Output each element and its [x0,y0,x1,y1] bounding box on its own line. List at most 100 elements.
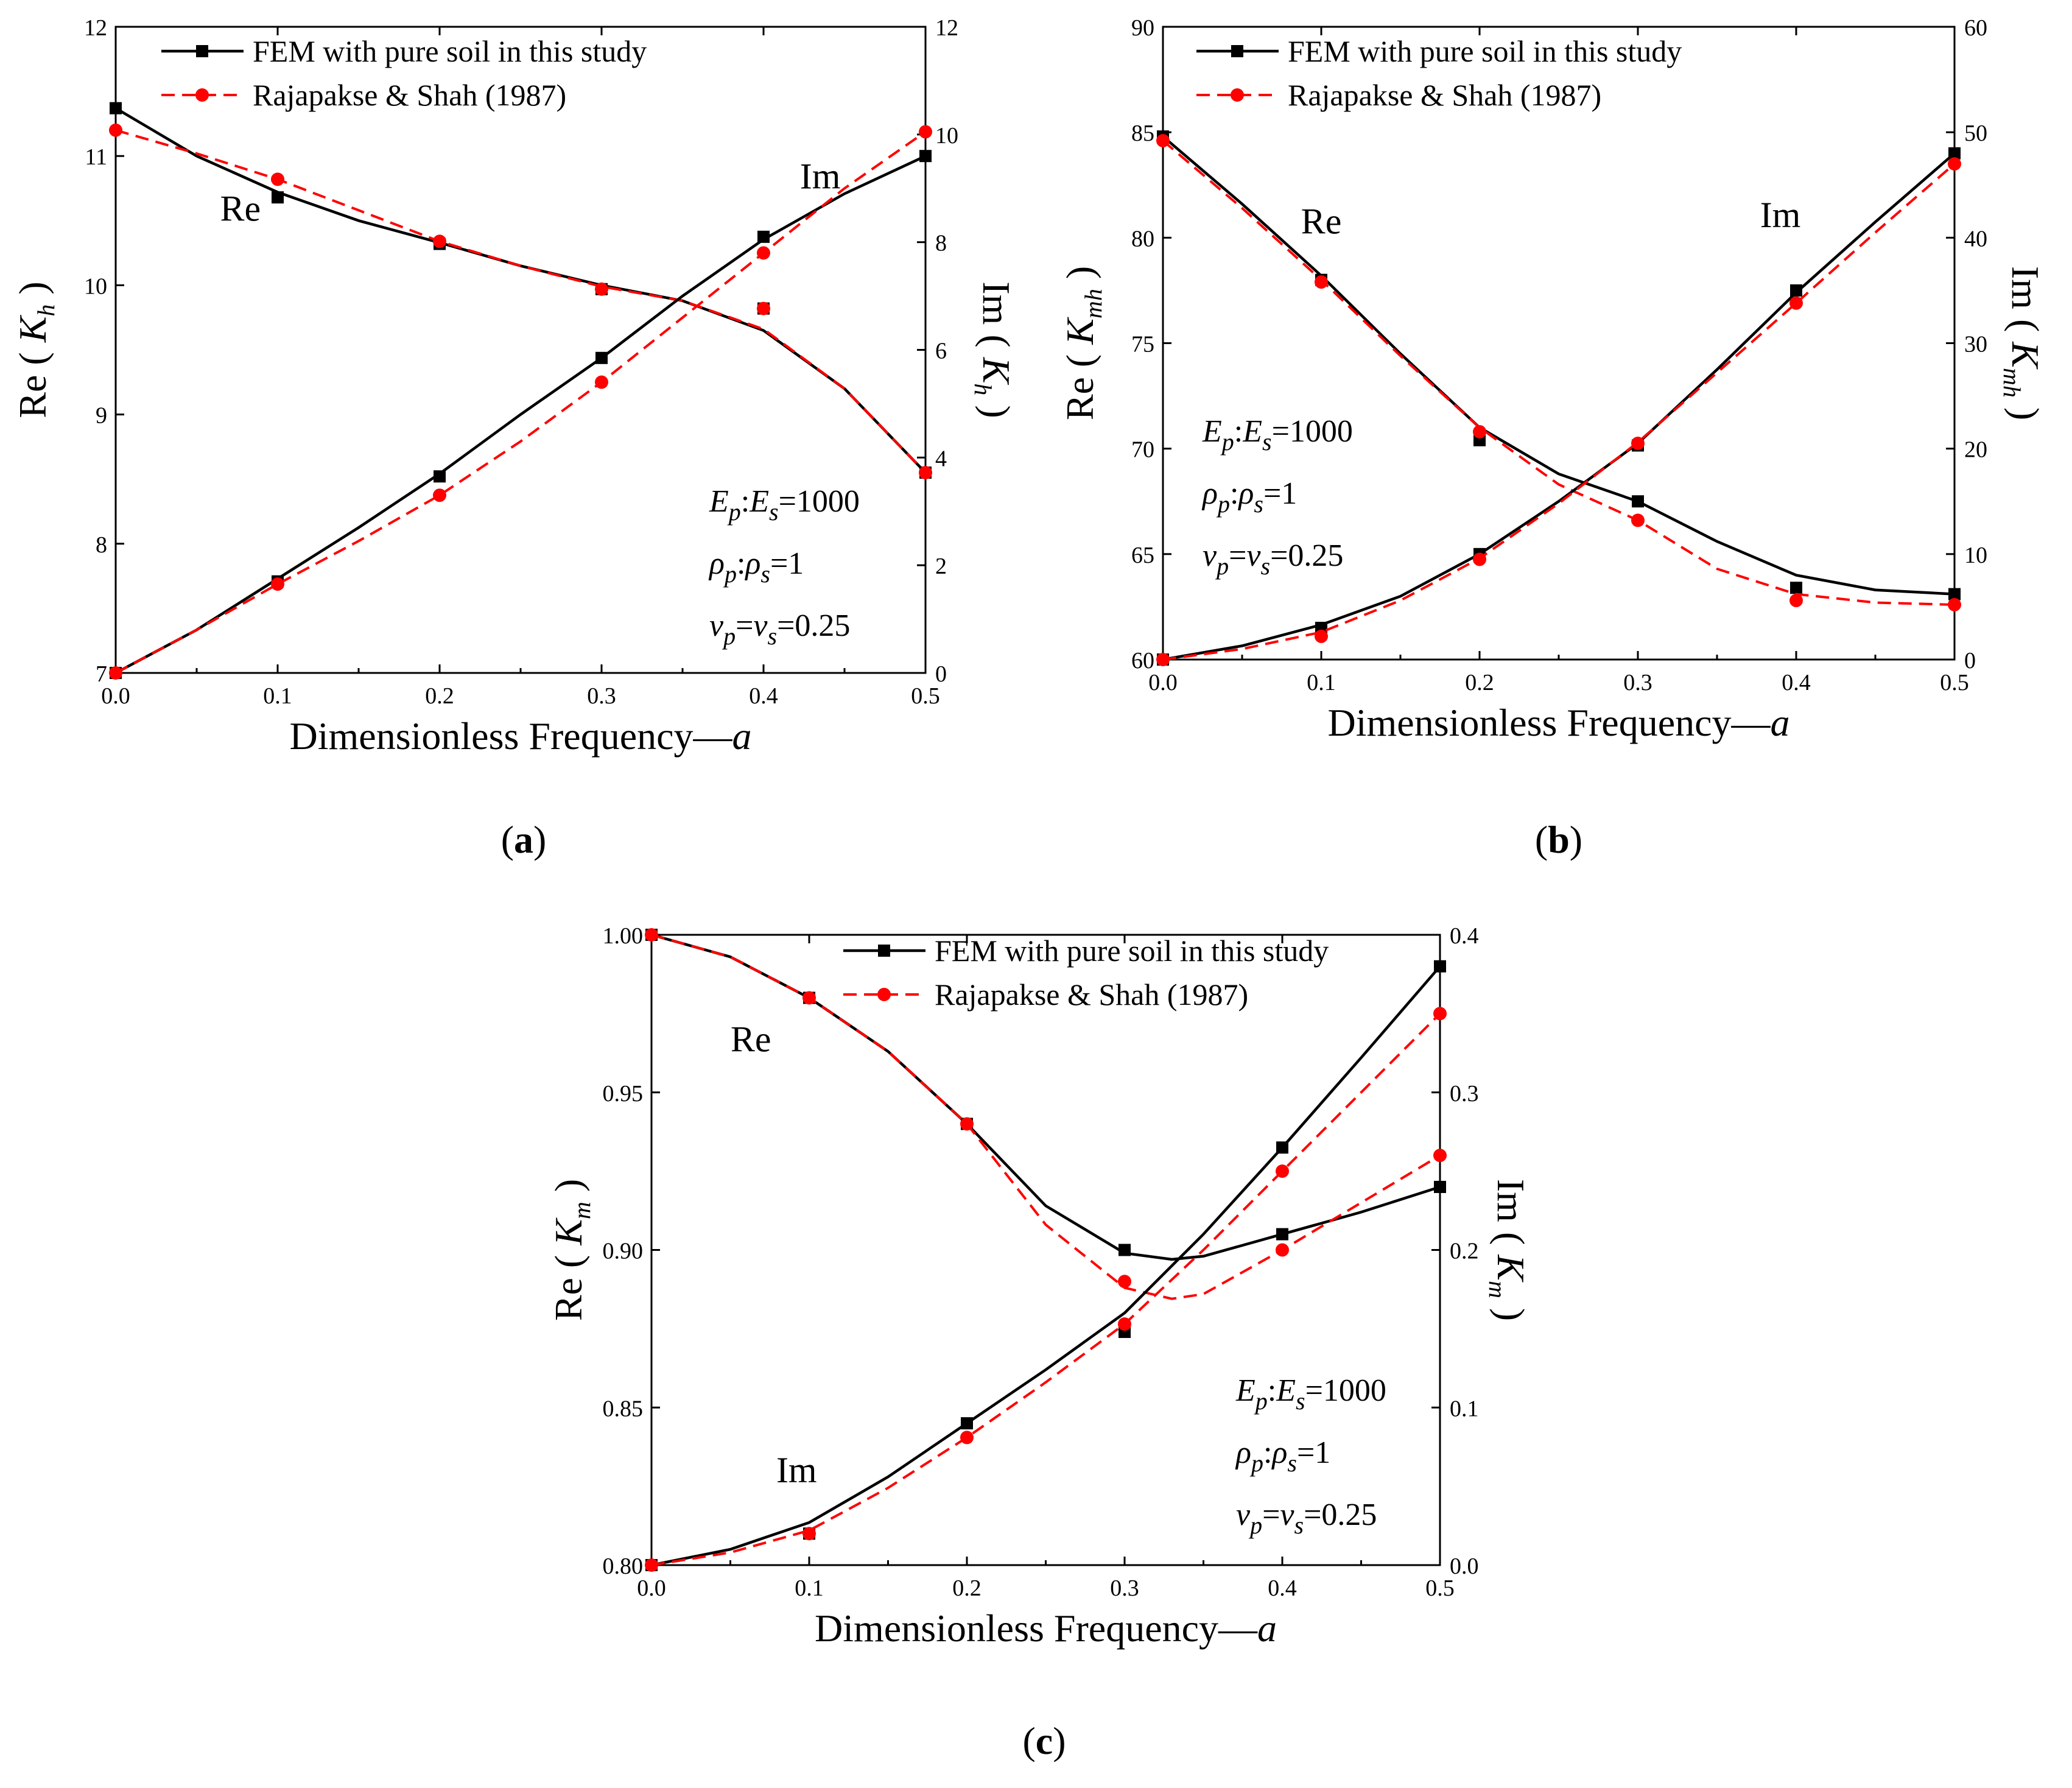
curve-annotation-re: Re [731,1019,771,1059]
x-tick-label: 0.5 [1425,1575,1455,1601]
param-subscript: s [768,622,778,650]
series-line-fem-im [114,155,926,674]
param-operator: = [1262,1498,1280,1532]
x-tick-label: 0.1 [795,1575,824,1601]
y-left-tick-label: 75 [1131,332,1154,357]
data-point-fem [595,351,608,364]
param-subscript: s [1254,490,1263,518]
series-line-ref-re [1162,139,1955,606]
data-point-ref [960,1431,974,1445]
x-tick-label: 0.2 [425,683,454,709]
data-point-fem [1119,1244,1131,1256]
x-axis-title: Dimensionless Frequency—a [815,1607,1277,1650]
param-symbol: ρ [708,546,725,581]
panel-label-open: ( [501,818,514,861]
x-axis-title-var: a [1771,701,1790,744]
param-line2: ρp:ρs=1 [1201,476,1297,518]
x-tick-label: 0.0 [637,1575,666,1601]
panel-c: 0.0 0.1 0.2 0.3 0.4 0.5 0.80 0.85 0.90 0.95 1.00 0.… [547,923,1533,1762]
data-point-fem [1948,588,1961,600]
data-point-ref [1473,424,1486,438]
data-point-ref [802,991,816,1005]
y-left-tick-label: 0.90 [603,1239,644,1264]
param-operator: : [1234,414,1243,449]
data-point-ref [433,234,446,248]
y-right-tick-label: 0 [935,661,947,687]
data-point-ref [109,123,122,137]
x-tick-label: 0.4 [1268,1575,1297,1601]
data-point-ref [595,282,608,296]
data-point-ref [271,577,284,591]
y-right-title-suffix: ) [2004,398,2047,420]
data-point-ref [1433,1149,1447,1163]
data-point-ref [433,488,446,502]
data-point-ref [919,125,932,139]
param-line2: ρp:ρs=1 [1235,1435,1330,1477]
legend-label-ref: Rajapakse & Shah (1987) [935,977,1248,1012]
panel-b: 0.0 0.1 0.2 0.3 0.4 0.5 60 65 70 75 80 85 90 0 10 20 30 4… [1058,15,2047,861]
y-left-title-prefix: Re ( [547,1245,590,1321]
y-left-title-suffix: ) [11,281,54,304]
curve-annotation-re: Re [1301,201,1342,241]
param-subscript: p [1215,552,1229,580]
param-symbol: ν [1236,1498,1251,1532]
param-line2: ρp:ρs=1 [708,546,804,588]
data-point-ref [1789,296,1803,310]
data-point-fem [110,102,122,114]
legend-marker-fem [1231,45,1243,57]
y-right-tick-label: 20 [1964,437,1987,463]
param-value: =0.25 [777,608,850,643]
plot-frame [114,26,927,674]
panel-label: (c) [1022,1719,1066,1762]
x-tick-label: 0.3 [587,683,616,709]
data-point-ref [1948,597,1961,611]
data-point-fem [1434,960,1446,973]
series-line-ref-im [115,130,927,674]
param-symbol: ν [1280,1498,1294,1532]
y-right-tick-label: 0.3 [1450,1081,1479,1107]
x-tick-label: 0.4 [749,683,778,709]
data-point-fem [961,1417,973,1430]
param-symbol: E [1242,414,1262,449]
y-right-title-symbol: K [1489,1254,1533,1283]
series-line-ref-im [1162,163,1956,661]
data-point-ref [1156,134,1170,148]
data-point-fem [1632,495,1644,508]
y-right-title-prefix: Im ( [2004,266,2047,342]
series-line-ref-re [651,934,1441,1300]
data-point-ref [595,375,608,389]
y-right-title-symbol: K [2004,341,2047,370]
x-tick-label: 0.2 [1465,670,1494,695]
param-operator: : [1263,1435,1272,1470]
y-right-title-suffix: ) [975,395,1018,418]
y-left-tick-label: 12 [84,15,107,41]
y-right-tick-label: 0.2 [1450,1239,1479,1264]
param-operator: = [1229,538,1246,573]
param-symbol: E [1276,1373,1296,1408]
y-left-title-suffix: ) [547,1179,590,1202]
legend-label-ref: Rajapakse & Shah (1987) [253,78,566,112]
param-operator: : [737,546,745,581]
data-point-ref [960,1117,974,1131]
panel-label-open: ( [1022,1719,1035,1762]
param-value: =1000 [1305,1373,1386,1408]
x-tick-label: 0.3 [1623,670,1652,695]
data-point-ref [1433,1007,1447,1021]
param-subscript: p [1248,1512,1262,1539]
param-line3: νp=νs=0.25 [709,608,850,650]
y-left-tick-label: 0.95 [603,1081,644,1107]
param-symbol: E [1202,414,1222,449]
param-symbol: ρ [1201,476,1218,511]
x-tick-label: 0.0 [1148,670,1178,695]
y-left-tick-label: 60 [1131,648,1154,674]
data-point-fem [1276,1141,1288,1154]
x-tick-label: 0.2 [952,1575,982,1601]
y-right-title-prefix: Im ( [1489,1179,1533,1255]
legend-marker-fem [878,945,890,957]
data-point-ref [1789,594,1803,608]
y-left-title-subscript: m [568,1202,595,1219]
panel-label-letter: c [1036,1719,1053,1762]
param-symbol: ν [1203,538,1217,573]
series-line-fem-im [651,965,1441,1567]
